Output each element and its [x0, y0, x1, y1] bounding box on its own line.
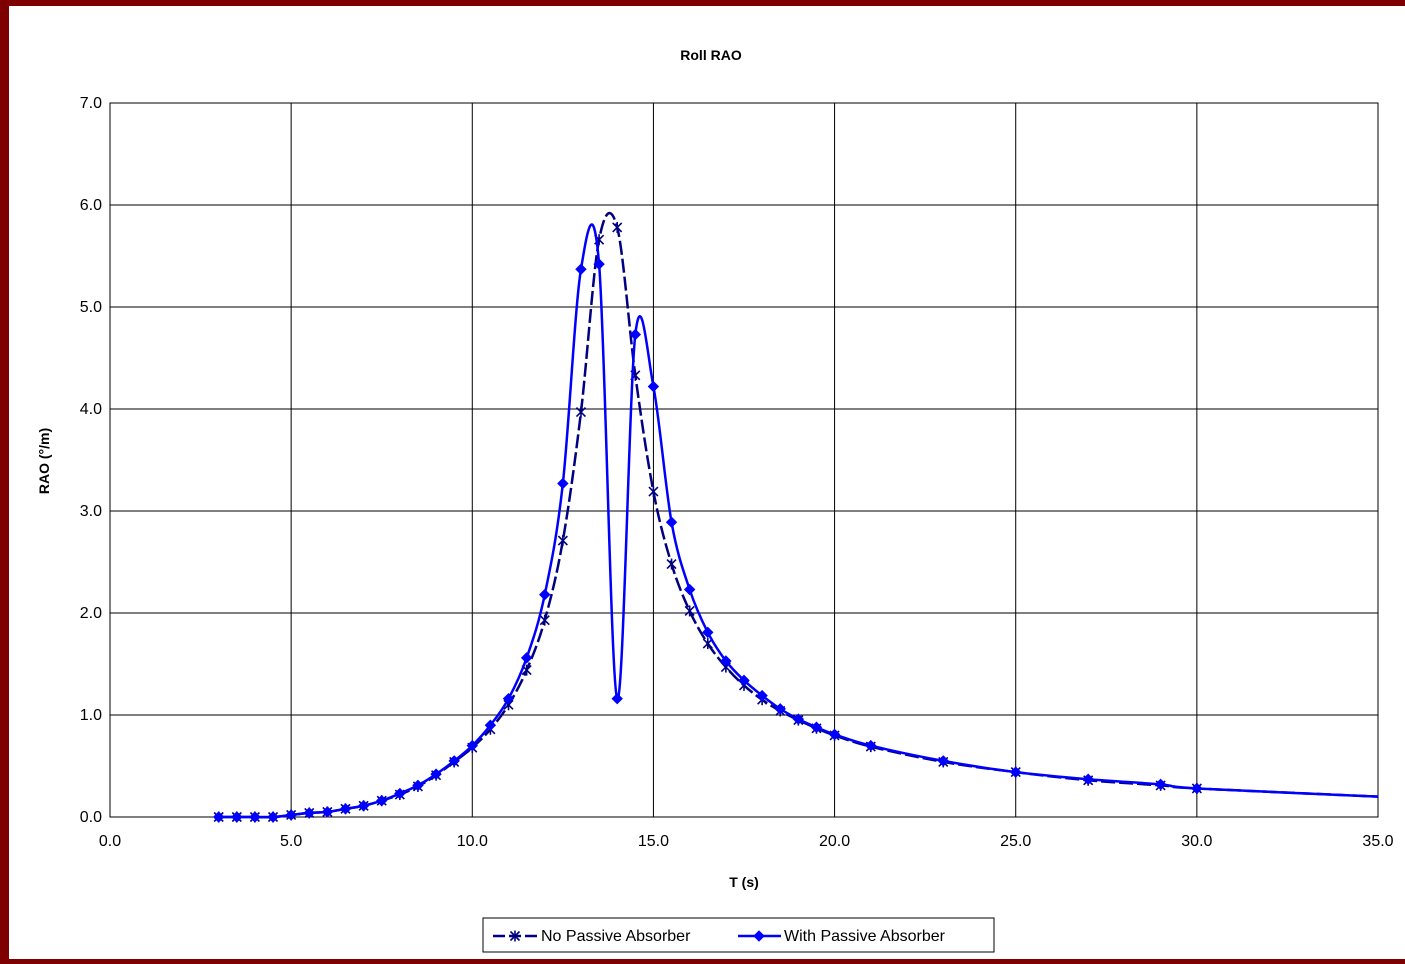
data-point [756, 689, 768, 702]
data-point [339, 803, 352, 815]
data-point [557, 535, 568, 547]
data-point [448, 755, 460, 767]
plot-area [110, 103, 1378, 817]
y-tick-labels: 0.0 1.0 2.0 3.0 4.0 5.0 6.0 7.0 [80, 95, 102, 826]
data-point [394, 787, 406, 800]
chart-title: Roll RAO [680, 47, 742, 63]
y-tick-label: 3.0 [80, 503, 102, 520]
data-point [738, 674, 750, 687]
x-tick-label: 20.0 [819, 833, 850, 850]
legend-label-no-absorber: No Passive Absorber [541, 928, 691, 945]
data-point [267, 811, 279, 823]
data-point [575, 406, 587, 418]
x-tick-label: 30.0 [1181, 833, 1212, 850]
x-tick-label: 25.0 [1000, 833, 1031, 850]
data-point [212, 811, 225, 823]
data-point [412, 779, 424, 792]
data-point [1154, 778, 1167, 791]
y-tick-label: 5.0 [80, 299, 102, 316]
data-point [430, 768, 442, 780]
y-tick-label: 7.0 [80, 95, 102, 112]
legend-swatch-with-absorber [738, 930, 781, 942]
data-point [557, 477, 569, 490]
data-point [321, 806, 334, 818]
data-point [249, 811, 261, 823]
data-point [1010, 766, 1022, 778]
data-point [702, 638, 713, 650]
x-tick-label: 10.0 [457, 833, 488, 850]
x-tick-label: 5.0 [280, 833, 302, 850]
x-axis-label: T (s) [729, 874, 759, 890]
data-point [647, 380, 660, 393]
data-point [629, 328, 642, 341]
data-point [285, 809, 297, 821]
data-point [612, 221, 623, 233]
data-point [665, 516, 678, 528]
data-point [593, 258, 605, 270]
data-point [357, 800, 370, 812]
data-point [1082, 773, 1094, 785]
legend-marker [753, 930, 765, 942]
x-tick-labels: 0.0 5.0 10.0 15.0 20.0 25.0 30.0 35.0 [99, 833, 1394, 850]
data-point [684, 605, 695, 617]
legend-swatch-no-absorber [493, 930, 537, 942]
data-point [376, 794, 388, 807]
data-point [520, 652, 533, 664]
x-tick-label: 35.0 [1362, 833, 1393, 850]
series-layer [212, 212, 1379, 823]
legend: No Passive Absorber With Passive Absorbe… [482, 917, 995, 953]
y-axis-label: RAO (°/m) [36, 428, 52, 494]
data-point [484, 719, 497, 731]
roll-rao-chart: Roll RAO 0.0 1.0 2.0 3.0 4.0 5.0 6.0 7.0 0.0 5.0… [36, 47, 1394, 953]
data-point [611, 692, 623, 705]
data-point [539, 614, 550, 626]
data-point [683, 583, 696, 596]
y-tick-label: 1.0 [80, 707, 102, 724]
data-point [937, 755, 949, 767]
data-point [539, 588, 551, 601]
legend-items [493, 930, 781, 942]
legend-label-with-absorber: With Passive Absorber [784, 928, 946, 945]
y-tick-label: 0.0 [80, 809, 102, 826]
data-point [1191, 782, 1203, 795]
legend-marker [509, 930, 521, 942]
plot-border [109, 102, 1379, 818]
data-point [666, 558, 677, 570]
data-point [303, 807, 315, 819]
data-point [502, 692, 515, 705]
data-point [648, 486, 659, 498]
data-point [828, 728, 841, 741]
series-with-passive-absorber [212, 223, 1379, 823]
data-point [575, 263, 587, 275]
grid-lines [109, 102, 1379, 818]
data-point [774, 703, 786, 715]
y-tick-label: 6.0 [80, 197, 102, 214]
y-tick-label: 2.0 [80, 605, 102, 622]
data-point [231, 811, 243, 823]
data-point [720, 655, 732, 667]
x-tick-label: 0.0 [99, 833, 121, 850]
data-point [810, 721, 823, 733]
data-point [702, 626, 714, 639]
data-point [792, 713, 805, 725]
data-point [466, 739, 478, 752]
y-tick-label: 4.0 [80, 401, 102, 418]
data-point [865, 739, 877, 752]
x-tick-label: 15.0 [638, 833, 669, 850]
